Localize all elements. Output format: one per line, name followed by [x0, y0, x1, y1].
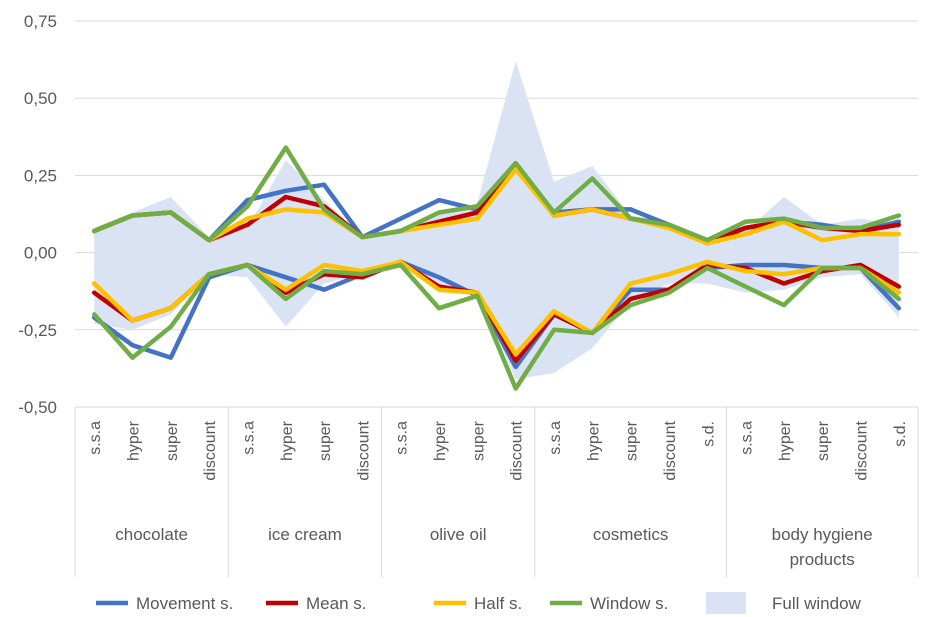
- x-tick-label: hyper: [432, 420, 449, 461]
- area-full-window: [94, 61, 899, 380]
- x-tick-label: hyper: [585, 420, 602, 461]
- x-axis: s.s.a hyper super discount chocolate s.s.a hyp…: [74, 407, 919, 577]
- legend-item: Half s.: [434, 594, 522, 613]
- legend-swatch: [706, 592, 746, 614]
- x-tick-label: discount: [509, 420, 526, 480]
- series-line-mean-s-upper: [91, 163, 902, 246]
- x-tick-label: discount: [202, 420, 219, 480]
- series-line-window-s-upper: [91, 145, 902, 243]
- y-axis: -0,50 -0,25 0,00 0,25 0,50 0,75: [18, 12, 57, 417]
- legend-label: Window s.: [590, 594, 668, 613]
- x-tick-label: discount: [854, 420, 871, 480]
- x-tick-label: discount: [662, 420, 679, 480]
- series-line-half-s-upper: [91, 166, 902, 246]
- x-tick-label: s.s.a: [87, 421, 104, 455]
- x-tick-label: super: [624, 420, 641, 461]
- legend: Movement s. Mean s. Half s. Window s. Full w…: [96, 592, 862, 614]
- y-tick-label: 0,75: [24, 12, 57, 31]
- y-tick-label: 0,50: [24, 89, 57, 108]
- legend-label: Movement s.: [136, 594, 233, 613]
- x-tick-label: super: [815, 420, 832, 461]
- x-group-label: cosmetics: [593, 525, 669, 544]
- x-tick-label: super: [317, 420, 334, 461]
- x-group-label: body hygiene products: [772, 525, 873, 569]
- x-tick-label: discount: [355, 420, 372, 480]
- x-group-label: olive oil: [430, 525, 487, 544]
- x-group-label: ice cream: [268, 525, 342, 544]
- legend-item: Movement s.: [96, 594, 233, 613]
- series-line-window-s-lower: [91, 262, 902, 391]
- y-tick-label: 0,00: [24, 244, 57, 263]
- x-tick-label: s.d.: [892, 421, 909, 447]
- x-tick-label: s.s.a: [547, 421, 564, 455]
- x-tick-label: s.s.a: [739, 421, 756, 455]
- x-tick-label: hyper: [126, 420, 143, 461]
- legend-label: Half s.: [474, 594, 522, 613]
- x-tick-label: super: [164, 420, 181, 461]
- series-lines: [91, 145, 902, 391]
- x-tick-label: hyper: [279, 420, 296, 461]
- full-window-area: [94, 61, 899, 380]
- legend-item: Mean s.: [266, 594, 366, 613]
- x-tick-label: super: [470, 420, 487, 461]
- x-group-label: chocolate: [115, 525, 188, 544]
- legend-item: Window s.: [550, 594, 668, 613]
- y-tick-label: -0,50: [18, 398, 57, 417]
- y-tick-label: -0,25: [18, 321, 57, 340]
- legend-label: Full window: [772, 594, 862, 613]
- legend-label: Mean s.: [306, 594, 366, 613]
- x-tick-label: s.s.a: [394, 421, 411, 455]
- x-tick-label: s.d.: [700, 421, 717, 447]
- y-tick-label: 0,25: [24, 166, 57, 185]
- x-tick-label: s.s.a: [240, 421, 257, 455]
- legend-item: Full window: [706, 592, 862, 614]
- x-tick-label: hyper: [777, 420, 794, 461]
